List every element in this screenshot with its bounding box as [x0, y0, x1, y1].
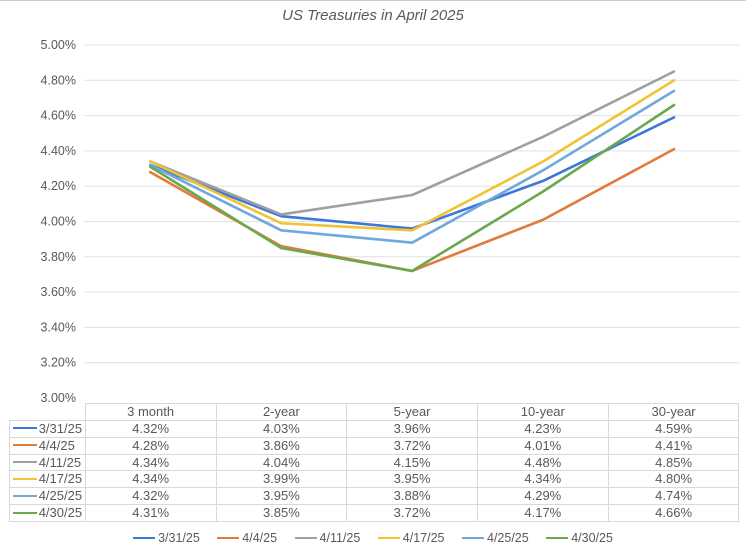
svg-text:5.00%: 5.00%: [41, 38, 76, 52]
svg-text:4.00%: 4.00%: [41, 215, 76, 229]
svg-text:4.80%: 4.80%: [41, 73, 76, 87]
svg-text:3.80%: 3.80%: [41, 250, 76, 264]
svg-text:4.40%: 4.40%: [41, 144, 76, 158]
svg-text:3.40%: 3.40%: [41, 320, 76, 334]
svg-text:3.60%: 3.60%: [41, 285, 76, 299]
svg-text:4.20%: 4.20%: [41, 179, 76, 193]
svg-text:4.60%: 4.60%: [41, 109, 76, 123]
svg-text:3.20%: 3.20%: [41, 356, 76, 370]
